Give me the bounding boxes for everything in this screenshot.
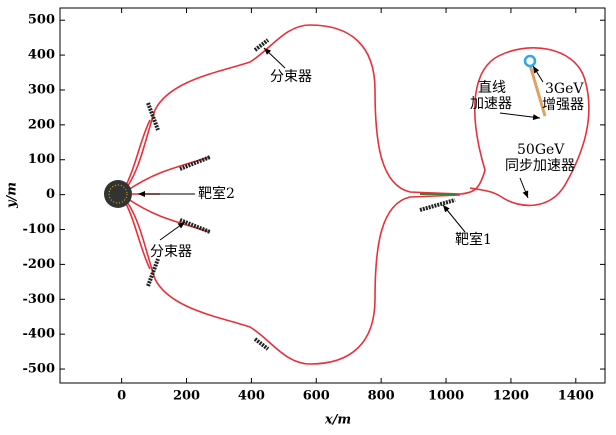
y-tick-label: 300 [28, 82, 55, 97]
x-tick-label: 600 [303, 389, 330, 404]
annotation: 增强器 [542, 97, 584, 113]
plot-frame [59, 7, 606, 384]
x-tick-label: 1200 [493, 389, 529, 404]
x-tick-label: 800 [368, 389, 395, 404]
annotation: 靶室2 [198, 185, 235, 202]
y-tick-label: 0 [46, 187, 55, 202]
y-tick-label: 500 [28, 13, 55, 28]
x-tick-label: 1000 [428, 389, 464, 404]
x-axis-label: x/m [324, 413, 351, 428]
annotation: 加速器 [470, 96, 512, 112]
x-tick-label: 0 [117, 389, 126, 404]
annotation: 同步加速器 [505, 158, 575, 174]
x-tick-label: 1400 [558, 389, 594, 404]
accelerator-layout [104, 24, 590, 365]
y-tick-label: -300 [22, 292, 55, 307]
annotation: 靶室1 [455, 231, 492, 248]
annotation: 分束器 [270, 69, 312, 85]
x-tick-label: 200 [173, 389, 200, 404]
y-tick-label: 400 [28, 48, 55, 63]
y-axis-label: y/m [5, 182, 20, 209]
y-tick-label: 200 [28, 117, 55, 132]
y-tick-label: 100 [28, 152, 55, 167]
y-tick-label: -500 [22, 362, 55, 377]
annotation: 3GeV [545, 81, 584, 97]
annotation: 分束器 [150, 244, 192, 260]
y-tick-label: -100 [22, 222, 55, 237]
y-tick-label: -400 [22, 327, 55, 342]
x-tick-label: 400 [238, 389, 265, 404]
annotation: 50GeV [517, 142, 565, 158]
y-tick-label: -200 [22, 257, 55, 272]
annotation: 直线 [478, 79, 506, 96]
